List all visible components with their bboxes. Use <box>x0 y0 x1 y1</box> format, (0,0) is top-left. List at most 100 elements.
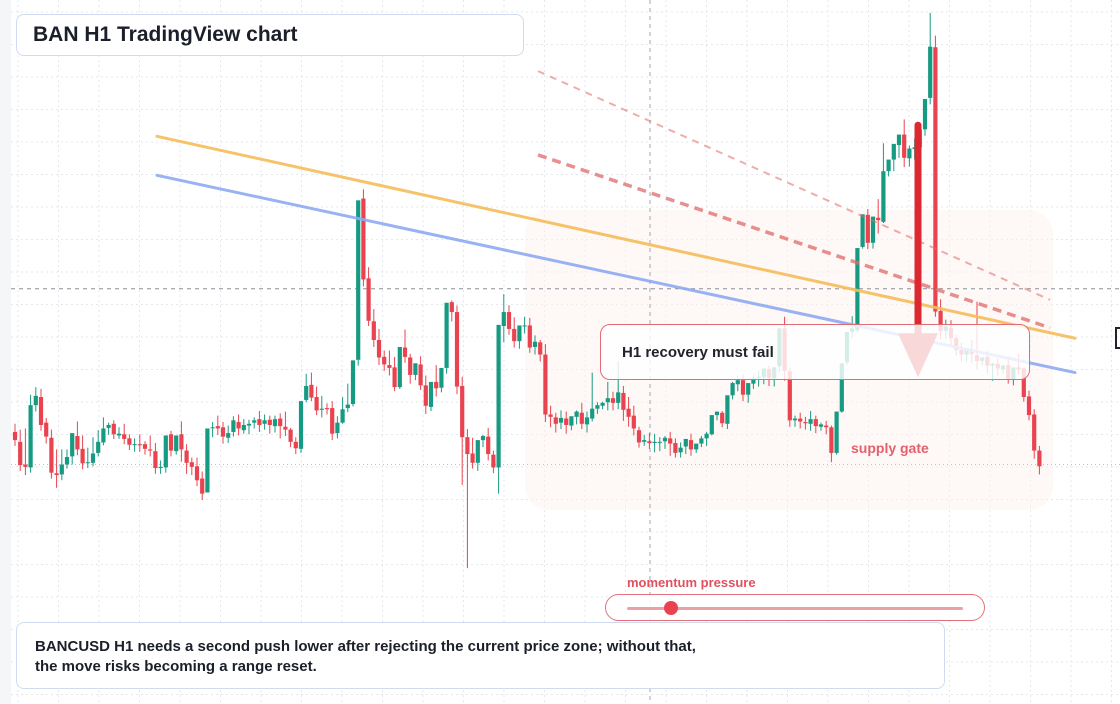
candle-body <box>309 384 314 398</box>
candle-body <box>340 409 345 423</box>
candle-body <box>314 397 319 411</box>
candle-body <box>569 416 574 426</box>
candle-body <box>283 426 288 430</box>
candle-body <box>366 278 371 321</box>
candle-body <box>595 405 600 409</box>
candle-body <box>792 418 798 421</box>
candle-body <box>444 302 449 368</box>
candle-body <box>460 385 465 438</box>
candle-body <box>106 424 111 428</box>
candle-body <box>293 441 298 449</box>
candle-body <box>527 325 532 348</box>
candle-body <box>231 420 236 432</box>
candle-body <box>704 433 709 439</box>
trendline-orange <box>155 134 1077 340</box>
candle-body <box>865 214 870 243</box>
candle-body <box>132 444 137 446</box>
candle-body <box>626 408 631 417</box>
note-line-2: the move risks becoming a range reset. <box>35 658 317 675</box>
candle-body <box>408 357 413 375</box>
candle-body <box>584 417 590 425</box>
candle-body <box>517 325 522 342</box>
price-axis-marker <box>1115 327 1120 349</box>
candle-body <box>246 423 252 426</box>
candle-body <box>38 397 44 425</box>
candle-body <box>803 422 808 424</box>
candle-body <box>241 424 246 431</box>
candle-body <box>376 339 382 358</box>
candle-body <box>746 383 751 395</box>
candle-body <box>933 47 938 312</box>
recovery-callout: H1 recovery must fail <box>600 324 1030 380</box>
candle-body <box>397 346 402 388</box>
candle-body <box>590 408 595 419</box>
candle-body <box>798 418 803 422</box>
candle-body <box>709 415 714 435</box>
candle-body <box>70 433 75 457</box>
candle-body <box>1021 368 1026 398</box>
candle-body <box>158 466 163 469</box>
candle-body <box>454 312 460 387</box>
candle-body <box>870 216 876 243</box>
candle-body <box>272 419 278 427</box>
candle-body <box>787 371 792 421</box>
candle-body <box>522 325 527 327</box>
candle-body <box>636 430 642 443</box>
candle-body <box>652 441 657 444</box>
candle-body <box>18 441 23 466</box>
candle-body <box>1026 396 1032 416</box>
candle-body <box>236 422 241 429</box>
candle-body <box>480 436 486 441</box>
candle-body <box>356 200 361 360</box>
candle-body <box>205 428 210 493</box>
candle-body <box>304 385 309 400</box>
candle-body <box>735 380 740 385</box>
candle-body <box>142 444 148 449</box>
candle-body <box>548 414 553 417</box>
candle-body <box>418 364 423 386</box>
channel-line-outer <box>537 70 1051 301</box>
note-line-1: BANCUSD H1 needs a second push lower aft… <box>35 638 696 655</box>
candle-body <box>538 342 543 355</box>
candle-body <box>860 214 865 247</box>
candle-body <box>896 134 902 146</box>
candle-body <box>506 312 512 329</box>
momentum-track <box>627 607 963 610</box>
candle-body <box>75 436 80 450</box>
candle-body <box>96 441 101 453</box>
candle-body <box>382 356 387 365</box>
candle-body <box>335 422 340 434</box>
candle-body <box>605 398 610 403</box>
candle-body <box>891 143 896 160</box>
candle-body <box>678 447 683 453</box>
candle-body <box>465 437 470 455</box>
candle-body <box>350 360 356 405</box>
candle-body <box>54 473 59 476</box>
candle-body <box>402 347 408 357</box>
candle-body <box>428 381 434 407</box>
candle-body <box>413 363 418 375</box>
candle-body <box>834 411 839 453</box>
candle-body <box>881 171 886 222</box>
chart-title: BAN H1 TradingView chart <box>33 23 298 46</box>
candle-body <box>647 441 652 444</box>
candle-body <box>470 453 475 463</box>
candle-body <box>137 444 142 446</box>
candle-body <box>59 464 64 475</box>
candle-body <box>122 434 127 439</box>
candle-body <box>371 321 376 340</box>
candle-body <box>90 453 96 463</box>
candle-body <box>387 365 392 368</box>
candle-body <box>574 411 579 417</box>
candle-body <box>423 385 428 406</box>
candle-body <box>486 436 491 455</box>
candle-body <box>28 405 33 468</box>
candle-body <box>153 451 158 469</box>
candle-body <box>512 328 517 342</box>
candle-body <box>210 427 215 429</box>
momentum-gauge <box>605 594 985 621</box>
candle-body <box>553 417 558 424</box>
candle-body <box>252 420 257 423</box>
candle-body <box>330 408 335 434</box>
candle-body <box>662 437 668 442</box>
